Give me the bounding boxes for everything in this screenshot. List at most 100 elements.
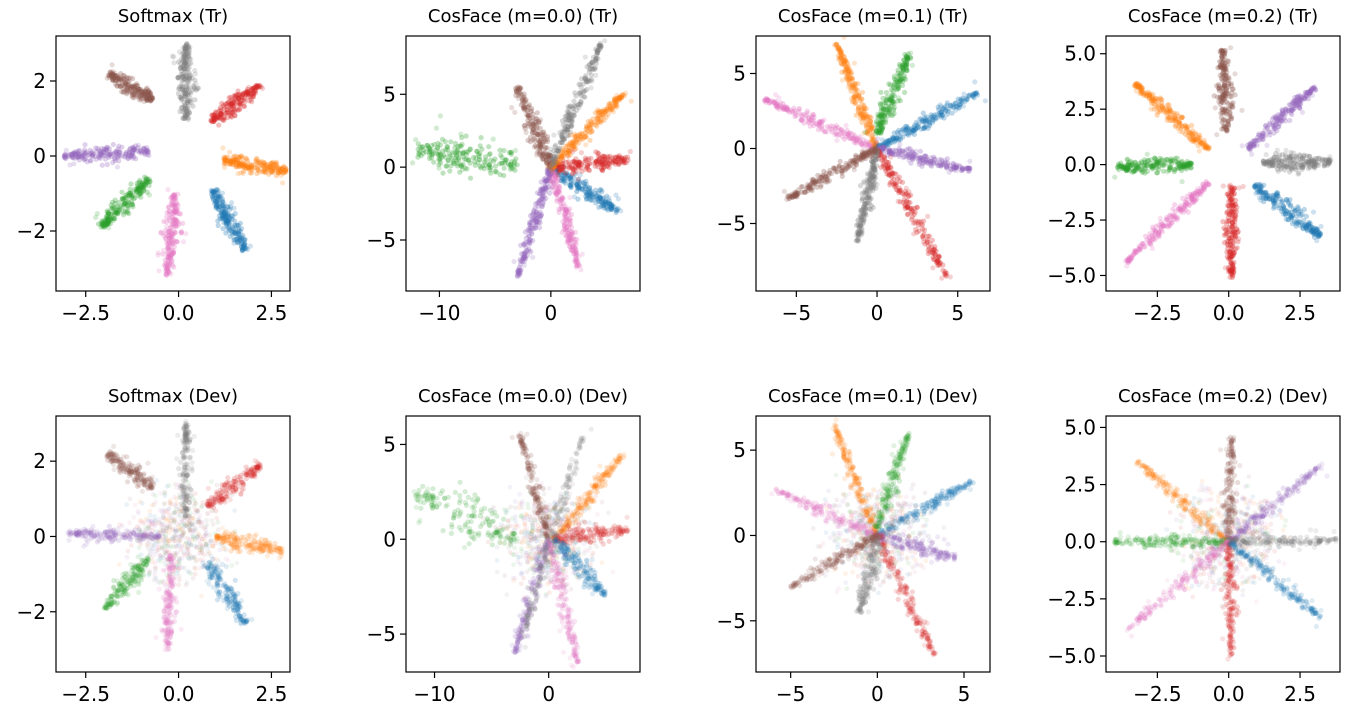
- series-1-points: [200, 557, 254, 627]
- x-tick-label: −2.5: [61, 301, 110, 325]
- series-1-points: [209, 187, 253, 254]
- y-tick-label: 5: [733, 438, 746, 462]
- x-tick-label: −10: [418, 301, 460, 325]
- x-tick-label: −2.5: [61, 682, 110, 706]
- subplot-title: Softmax (Tr): [118, 6, 228, 27]
- y-tick-label: 0.0: [1064, 530, 1096, 554]
- plot-area: [66, 419, 285, 653]
- y-tick-label: −5: [367, 622, 396, 646]
- y-tick-label: 2.5: [1064, 97, 1096, 121]
- series-1-points: [410, 113, 520, 180]
- x-tick-label: 2.5: [256, 301, 288, 325]
- x-tick-label: 0.0: [1213, 682, 1245, 706]
- y-tick-label: 0: [383, 527, 396, 551]
- series-4-points: [208, 83, 265, 128]
- y-tick-label: 0: [733, 137, 746, 161]
- subplot-title: CosFace (m=0.0) (Dev): [418, 386, 628, 407]
- y-tick-label: 5: [733, 62, 746, 86]
- series-3-points: [102, 554, 152, 611]
- subplot-4: CosFace (m=0.2) (Tr) −2.5 0.0 2.5 5.0 2.5 0.0 −…: [1047, 6, 1340, 325]
- x-tick-label: −2.5: [1133, 301, 1182, 325]
- subplot-5: Softmax (Dev) −2.5 0.0 2.5 −2 0 2: [17, 386, 290, 706]
- x-tick-label: −5: [782, 301, 811, 325]
- series-2-points: [220, 145, 289, 185]
- x-tick-label: 2.5: [1284, 301, 1316, 325]
- plot-area: [410, 38, 634, 279]
- series-8-points: [170, 41, 201, 122]
- subplot-title: CosFace (m=0.2) (Dev): [1118, 386, 1328, 407]
- plot-area: [412, 427, 631, 670]
- x-tick-label: 0: [871, 301, 884, 325]
- x-tick-label: 0: [542, 682, 555, 706]
- series-6-points: [105, 62, 156, 104]
- plot-area: [62, 41, 289, 278]
- y-tick-label: 2: [33, 69, 46, 93]
- y-tick-label: 0.0: [1064, 153, 1096, 177]
- y-tick-label: 2.5: [1064, 473, 1096, 497]
- plot-area: [1112, 435, 1339, 662]
- series-6-points: [104, 444, 156, 494]
- x-tick-label: 0.0: [163, 682, 195, 706]
- y-tick-label: −5.0: [1047, 263, 1096, 287]
- y-tick-label: −5: [367, 228, 396, 252]
- series-4-points: [204, 458, 263, 513]
- y-tick-label: −5: [717, 212, 746, 236]
- series-3-points: [93, 175, 152, 231]
- x-tick-label: 0: [871, 682, 884, 706]
- plot-area: [762, 35, 988, 281]
- y-tick-label: 0: [733, 523, 746, 547]
- x-tick-label: 5: [951, 301, 964, 325]
- subplot-title: CosFace (m=0.2) (Tr): [1128, 6, 1318, 27]
- series-7-points: [153, 553, 184, 653]
- subplot-6: CosFace (m=0.0) (Dev) −10 0 −5 0 5: [367, 386, 640, 706]
- x-tick-label: −2.5: [1133, 682, 1182, 706]
- series-1-points: [1132, 81, 1212, 154]
- subplot-2: CosFace (m=0.0) (Tr) −10 0 −5 0 5: [367, 6, 640, 325]
- x-tick-label: 2.5: [1284, 682, 1316, 706]
- x-tick-label: −10: [413, 682, 455, 706]
- x-tick-label: 2.5: [256, 682, 288, 706]
- series-5-points: [1261, 148, 1334, 177]
- y-tick-label: 2: [33, 449, 46, 473]
- y-tick-label: 0: [383, 155, 396, 179]
- y-tick-label: 5.0: [1064, 415, 1096, 439]
- subplot-8: CosFace (m=0.2) (Dev) −2.5 0.0 2.5 5.0 2.5 0.0…: [1047, 386, 1340, 706]
- subplot-3: CosFace (m=0.1) (Tr) −5 0 5 −5 0 5: [717, 6, 990, 325]
- y-tick-label: −2.5: [1047, 208, 1096, 232]
- series-7-points: [1220, 183, 1245, 281]
- x-tick-label: 5: [958, 682, 971, 706]
- subplot-title: CosFace (m=0.0) (Tr): [428, 6, 618, 27]
- subplot-7: CosFace (m=0.1) (Dev) −5 0 5 −5 0 5: [717, 386, 990, 706]
- series-6-points: [1123, 179, 1212, 269]
- y-tick-label: −2: [17, 600, 46, 624]
- x-tick-label: 0.0: [163, 301, 195, 325]
- series-4-points: [511, 162, 555, 279]
- y-tick-label: 5: [383, 432, 396, 456]
- series-8-points: [1252, 182, 1324, 244]
- x-tick-label: −5: [776, 682, 805, 706]
- y-tick-label: 5: [383, 82, 396, 106]
- series-3-points: [1240, 84, 1319, 157]
- plot-area: [1112, 45, 1333, 280]
- series-4-points: [1112, 152, 1194, 185]
- subplot-title: CosFace (m=0.1) (Tr): [778, 6, 968, 27]
- y-tick-label: −2.5: [1047, 587, 1096, 611]
- series-7-points: [155, 187, 188, 278]
- subplot-title: CosFace (m=0.1) (Dev): [768, 386, 978, 407]
- series-2-points: [210, 529, 285, 561]
- x-tick-label: 0.0: [1213, 301, 1245, 325]
- y-tick-label: 0: [33, 524, 46, 548]
- y-tick-label: 5.0: [1064, 42, 1096, 66]
- x-tick-label: 0: [544, 301, 557, 325]
- subplot-1: Softmax (Tr) −2.5 0.0 2.5 −2 0 2: [17, 6, 290, 325]
- y-tick-label: −5.0: [1047, 644, 1096, 668]
- subplot-title: Softmax (Dev): [108, 386, 238, 407]
- series-5-points: [62, 142, 152, 170]
- series-2-points: [1212, 45, 1245, 137]
- y-tick-label: 0: [33, 144, 46, 168]
- plot-area: [769, 417, 976, 657]
- y-tick-label: −2: [17, 219, 46, 243]
- y-tick-label: −5: [717, 609, 746, 633]
